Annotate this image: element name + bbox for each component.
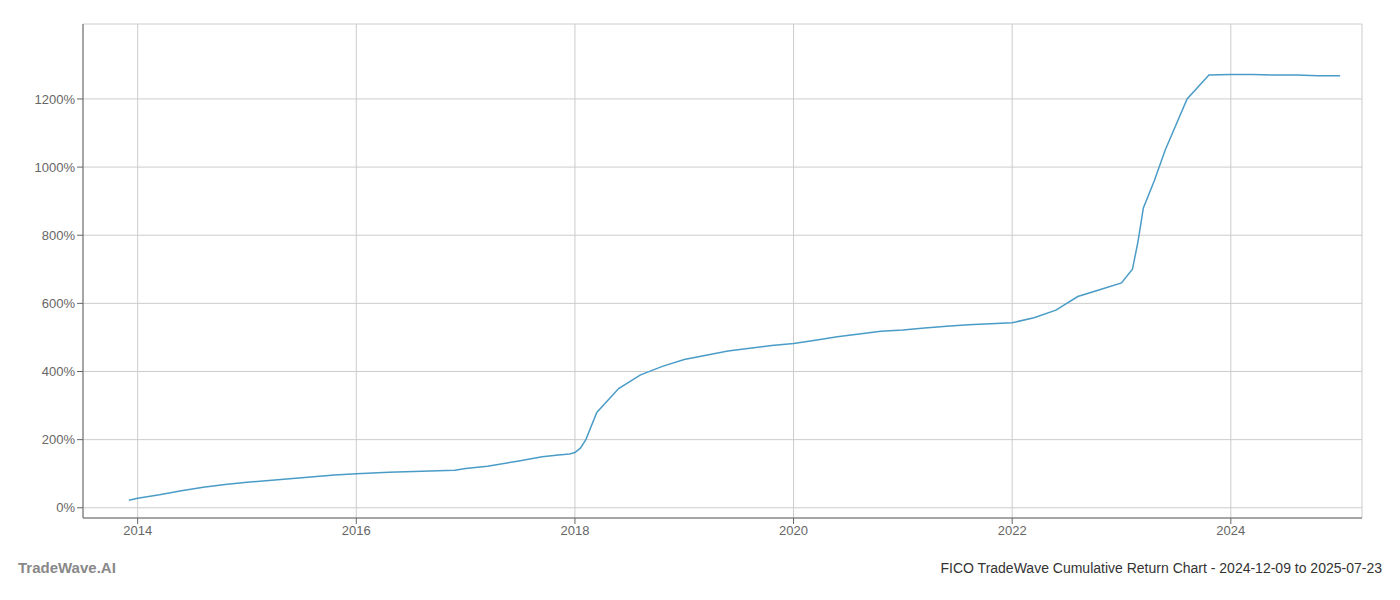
svg-text:200%: 200% (42, 432, 76, 447)
svg-text:2024: 2024 (1216, 523, 1245, 538)
html-text:TradeWave.AI: TradeWave.AI (18, 559, 116, 576)
svg-text:1200%: 1200% (35, 92, 76, 107)
svg-text:1000%: 1000% (35, 160, 76, 175)
svg-text:2020: 2020 (779, 523, 808, 538)
svg-text:600%: 600% (42, 296, 76, 311)
svg-text:2018: 2018 (560, 523, 589, 538)
svg-text:2016: 2016 (342, 523, 371, 538)
svg-text:2022: 2022 (998, 523, 1027, 538)
svg-text:400%: 400% (42, 364, 76, 379)
html-text:FICO TradeWave Cumulative Retu: FICO TradeWave Cumulative Return Chart -… (940, 560, 1382, 576)
svg-text:0%: 0% (56, 500, 75, 515)
svg-text:2014: 2014 (123, 523, 152, 538)
svg-text:800%: 800% (42, 228, 76, 243)
